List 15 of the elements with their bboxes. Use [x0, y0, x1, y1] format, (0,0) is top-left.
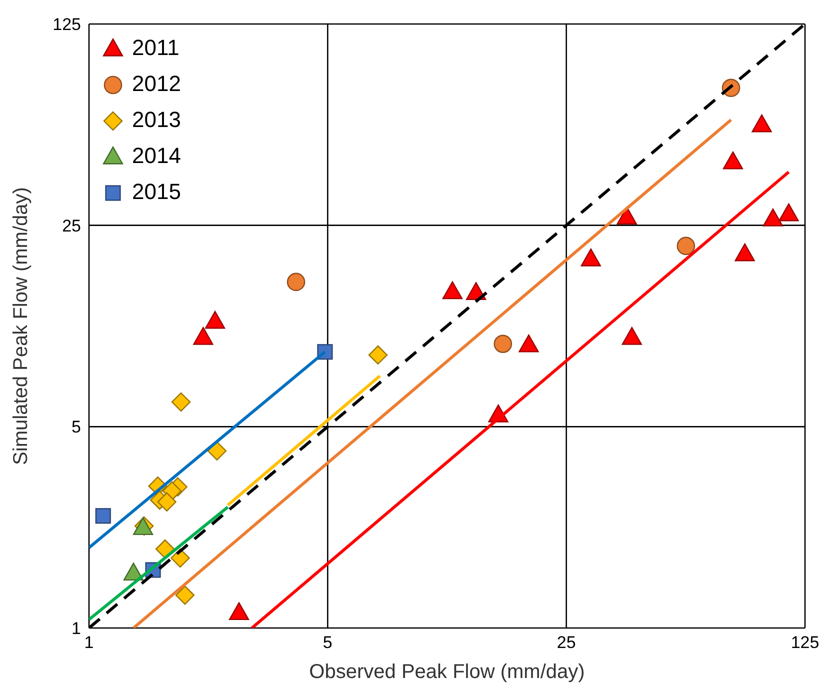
- x-tick-label: 25: [556, 633, 576, 652]
- legend-label: 2013: [132, 107, 181, 133]
- legend-label: 2011: [132, 35, 180, 61]
- x-axis-title: Observed Peak Flow (mm/day): [309, 661, 585, 683]
- y-tick-label: 125: [52, 15, 81, 34]
- legend-label: 2012: [132, 71, 181, 97]
- y-tick-label: 1: [72, 619, 81, 638]
- y-axis-title: Simulated Peak Flow (mm/day): [10, 187, 32, 465]
- legend-label: 2014: [132, 143, 181, 169]
- legend-label: 2015: [132, 179, 181, 205]
- y-tick-label: 5: [72, 418, 81, 437]
- y-tick-label: 25: [62, 216, 81, 236]
- x-tick-label: 1: [84, 633, 94, 652]
- x-tick-label: 5: [322, 633, 332, 652]
- x-tick-label: 125: [790, 633, 820, 652]
